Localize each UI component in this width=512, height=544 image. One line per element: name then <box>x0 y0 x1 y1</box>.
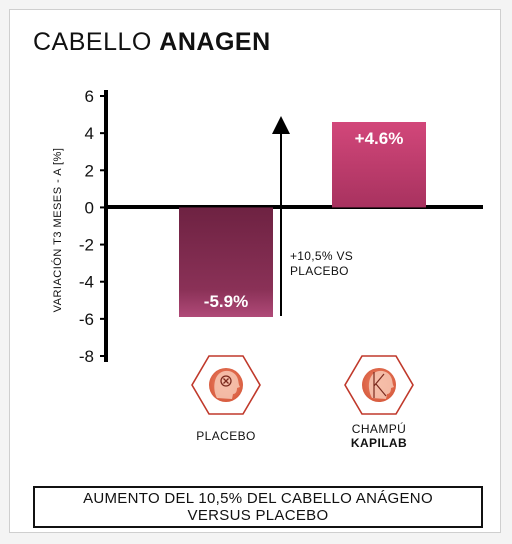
y-tick-label: -6 <box>79 310 94 329</box>
title-bold: ANAGEN <box>159 28 271 56</box>
data-label-kapilab: +4.6% <box>355 129 404 148</box>
annotation-line1: +10,5% VS <box>290 249 353 263</box>
page-title: CABELLO ANAGEN <box>33 28 271 57</box>
y-ticks: 6 4 2 0 -2 -4 -6 -8 <box>79 87 106 366</box>
bar-placebo <box>179 207 273 317</box>
bar-kapilab <box>332 122 426 208</box>
title-light: CABELLO <box>33 28 152 56</box>
category-label-kapilab-line2: KAPILAB <box>351 436 407 450</box>
footer-line1: AUMENTO DEL 10,5% DEL CABELLO ANÁGENO <box>83 490 433 507</box>
y-tick-label: 2 <box>85 161 94 180</box>
placebo-head-icon <box>191 355 261 415</box>
difference-arrow-head <box>272 116 290 134</box>
y-axis-label: VARIACIÓN T3 MESES - A [%] <box>51 148 64 313</box>
annotation-line2: PLACEBO <box>290 264 349 278</box>
bars: -5.9% +4.6% <box>179 122 426 317</box>
y-tick-label: 6 <box>85 87 94 106</box>
y-tick-label: 4 <box>85 124 94 143</box>
data-label-placebo: -5.9% <box>204 292 248 311</box>
y-tick-label: -4 <box>79 273 94 292</box>
y-tick-label: 0 <box>85 198 94 217</box>
category-label-placebo: PLACEBO <box>196 429 256 443</box>
y-tick-label: -2 <box>79 236 94 255</box>
kapilab-head-icon <box>344 355 414 415</box>
footer-summary-box: AUMENTO DEL 10,5% DEL CABELLO ANÁGENO VE… <box>33 486 483 528</box>
category-label-kapilab-line1: CHAMPÚ <box>352 421 406 436</box>
footer-line2: VERSUS PLACEBO <box>187 507 329 524</box>
y-tick-label: -8 <box>79 347 94 366</box>
